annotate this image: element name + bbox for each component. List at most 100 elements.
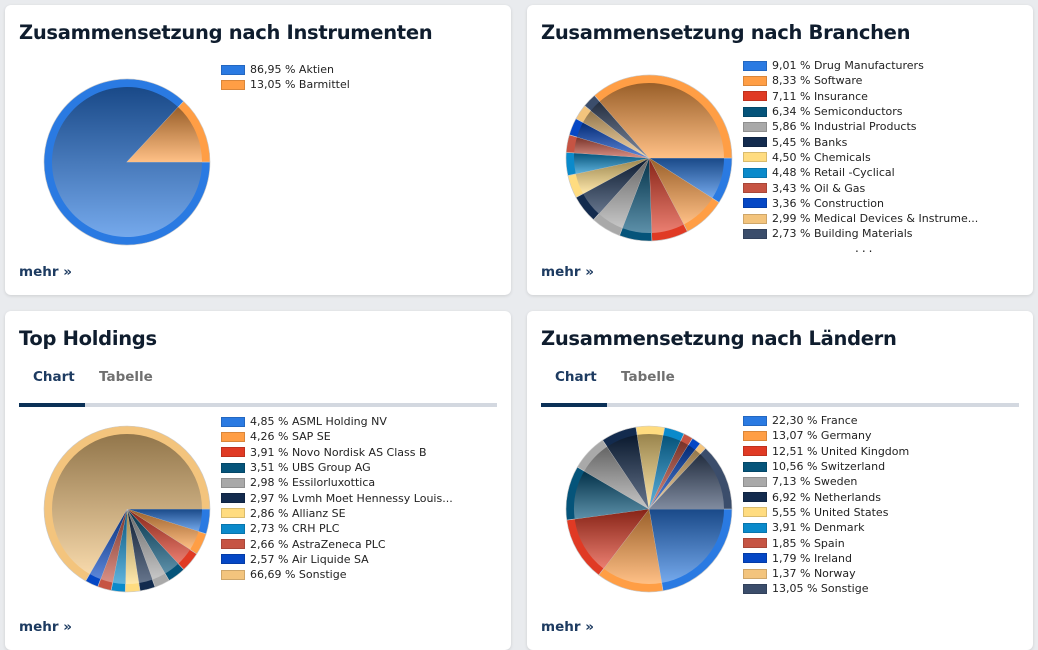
chart-table-tabs: Chart Tabelle bbox=[541, 369, 1019, 407]
pie-slice-inner bbox=[649, 158, 684, 233]
legend-item[interactable]: 2,66 % AstraZeneca PLC bbox=[221, 536, 453, 551]
pie-slice-inner bbox=[576, 122, 649, 158]
legend-label: 86,95 % Aktien bbox=[250, 63, 334, 77]
legend-label: 6,92 % Netherlands bbox=[772, 490, 881, 504]
legend-label: 9,01 % Drug Manufacturers bbox=[772, 59, 924, 73]
pie-slice-inner bbox=[649, 441, 689, 509]
legend-item[interactable]: 7,11 % Insurance bbox=[743, 89, 978, 104]
legend-swatch bbox=[743, 553, 767, 564]
legend-item[interactable]: 4,48 % Retail -Cyclical bbox=[743, 165, 978, 180]
legend-label: 5,45 % Banks bbox=[772, 135, 848, 149]
legend-swatch bbox=[221, 462, 245, 473]
pie-slice-inner bbox=[649, 445, 696, 509]
legend-item[interactable]: 1,85 % Spain bbox=[743, 535, 909, 550]
pie-slice-inner bbox=[127, 509, 199, 550]
legend-label: 1,37 % Norway bbox=[772, 567, 856, 581]
pie-slice-inner bbox=[649, 509, 724, 583]
legend-swatch bbox=[743, 60, 767, 71]
legend-label: 3,36 % Construction bbox=[772, 196, 884, 210]
pie-slice-inner bbox=[127, 509, 179, 574]
mehr-link[interactable]: mehr » bbox=[541, 264, 594, 280]
legend-swatch bbox=[743, 522, 767, 533]
legend-item[interactable]: 2,98 % Essilorluxottica bbox=[221, 475, 453, 490]
mehr-link[interactable]: mehr » bbox=[19, 264, 72, 280]
pie-slice-inner bbox=[574, 509, 649, 569]
legend-swatch bbox=[743, 430, 767, 441]
legend-label: 1,85 % Spain bbox=[772, 536, 845, 550]
mehr-link[interactable]: mehr » bbox=[541, 619, 594, 635]
legend-item[interactable]: 2,97 % Lvmh Moet Hennessy Louis... bbox=[221, 490, 453, 505]
legend-label: 2,99 % Medical Devices & Instrume... bbox=[772, 212, 979, 226]
legend-item[interactable]: 22,30 % France bbox=[743, 413, 909, 428]
legend-swatch bbox=[743, 476, 767, 487]
legend-item[interactable]: 2,99 % Medical Devices & Instrume... bbox=[743, 211, 978, 226]
tab-tabelle[interactable]: Tabelle bbox=[621, 369, 675, 385]
legend-item[interactable]: 3,43 % Oil & Gas bbox=[743, 180, 978, 195]
tab-chart[interactable]: Chart bbox=[555, 369, 597, 385]
legend-swatch bbox=[743, 228, 767, 239]
legend-item[interactable]: 2,86 % Allianz SE bbox=[221, 506, 453, 521]
legend-swatch bbox=[221, 416, 245, 427]
legend-swatch bbox=[743, 415, 767, 426]
legend-item[interactable]: 4,85 % ASML Holding NV bbox=[221, 414, 453, 429]
legend-item[interactable]: 3,51 % UBS Group AG bbox=[221, 460, 453, 475]
legend-item[interactable]: 4,26 % SAP SE bbox=[221, 429, 453, 444]
pie-slice-inner bbox=[127, 509, 166, 580]
legend-item[interactable]: 86,95 % Aktien bbox=[221, 62, 350, 77]
instrumente-card: Zusammensetzung nach Instrumenten 86,95 … bbox=[5, 5, 511, 295]
legend-item[interactable]: 66,69 % Sonstige bbox=[221, 567, 453, 582]
pie-slice-inner bbox=[584, 446, 649, 509]
legend-swatch bbox=[743, 446, 767, 457]
legend-swatch bbox=[743, 198, 767, 209]
legend-item[interactable]: 2,73 % CRH PLC bbox=[221, 521, 453, 536]
legend-item[interactable]: 4,50 % Chemicals bbox=[743, 150, 978, 165]
legend-item[interactable]: 13,05 % Sonstige bbox=[743, 581, 909, 596]
legend-item[interactable]: 12,51 % United Kingdom bbox=[743, 444, 909, 459]
legend-item[interactable]: 5,55 % United States bbox=[743, 505, 909, 520]
pie-slice-inner bbox=[599, 82, 724, 158]
tab-chart[interactable]: Chart bbox=[33, 369, 75, 385]
legend-item[interactable]: 10,56 % Switzerland bbox=[743, 459, 909, 474]
legend-swatch bbox=[743, 121, 767, 132]
legend-item[interactable]: 13,05 % Barmittel bbox=[221, 77, 350, 92]
legend-item[interactable]: 7,13 % Sweden bbox=[743, 474, 909, 489]
pie-slice-inner bbox=[52, 434, 203, 575]
legend-swatch bbox=[743, 538, 767, 549]
legend-swatch bbox=[221, 569, 245, 580]
legend-item[interactable]: 6,34 % Semiconductors bbox=[743, 104, 978, 119]
legend-item[interactable]: 13,07 % Germany bbox=[743, 428, 909, 443]
legend-swatch bbox=[221, 447, 245, 458]
legend-swatch bbox=[221, 64, 245, 75]
pie-slice-inner bbox=[637, 434, 664, 509]
pie-slice-inner bbox=[574, 471, 649, 519]
pie-slice-inner bbox=[582, 110, 649, 158]
legend-item[interactable]: 3,36 % Construction bbox=[743, 196, 978, 211]
legend-swatch bbox=[743, 568, 767, 579]
laender-pie-chart bbox=[565, 425, 733, 593]
legend-item[interactable]: 3,91 % Denmark bbox=[743, 520, 909, 535]
legend-item[interactable]: 2,57 % Air Liquide SA bbox=[221, 552, 453, 567]
branchen-legend: 9,01 % Drug Manufacturers 8,33 % Software… bbox=[743, 58, 978, 242]
legend-item[interactable]: 6,92 % Netherlands bbox=[743, 489, 909, 504]
legend-swatch bbox=[743, 167, 767, 178]
chart-table-tabs: Chart Tabelle bbox=[19, 369, 497, 407]
legend-label: 2,97 % Lvmh Moet Hennessy Louis... bbox=[250, 491, 453, 505]
legend-item[interactable]: 3,91 % Novo Nordisk AS Class B bbox=[221, 445, 453, 460]
legend-item[interactable]: 5,45 % Banks bbox=[743, 134, 978, 149]
legend-swatch bbox=[743, 507, 767, 518]
legend-swatch bbox=[743, 137, 767, 148]
legend-label: 3,43 % Oil & Gas bbox=[772, 181, 866, 195]
legend-item[interactable]: 8,33 % Software bbox=[743, 73, 978, 88]
legend-item[interactable]: 5,86 % Industrial Products bbox=[743, 119, 978, 134]
legend-item[interactable]: 9,01 % Drug Manufacturers bbox=[743, 58, 978, 73]
mehr-link[interactable]: mehr » bbox=[19, 619, 72, 635]
legend-item[interactable]: 1,37 % Norway bbox=[743, 566, 909, 581]
legend-label: 6,34 % Semiconductors bbox=[772, 105, 903, 119]
legend-item[interactable]: 2,73 % Building Materials bbox=[743, 226, 978, 241]
legend-label: 13,05 % Barmittel bbox=[250, 78, 350, 92]
legend-item[interactable]: 1,79 % Ireland bbox=[743, 551, 909, 566]
tab-tabelle[interactable]: Tabelle bbox=[99, 369, 153, 385]
pie-slice-inner bbox=[127, 107, 202, 162]
legend-label: 4,85 % ASML Holding NV bbox=[250, 415, 387, 429]
legend-label: 1,79 % Ireland bbox=[772, 551, 852, 565]
